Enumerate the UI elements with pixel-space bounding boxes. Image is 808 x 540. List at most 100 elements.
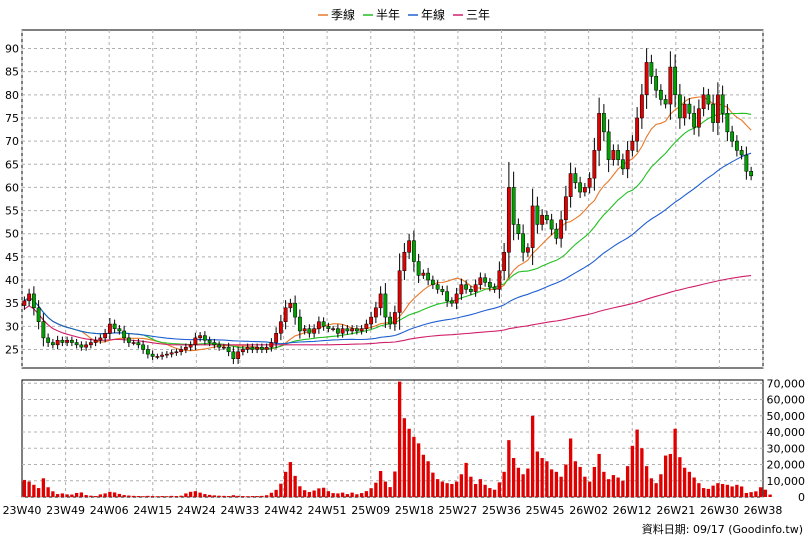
- volume-bar-89: [445, 483, 449, 497]
- volume-bar-74: [374, 482, 378, 497]
- x-tick-label-4: 24W24: [177, 504, 216, 517]
- volume-bar-48: [250, 496, 255, 497]
- volume-bar-7: [55, 494, 60, 497]
- volume-bar-15: [93, 496, 98, 497]
- volume-bar-102: [507, 440, 511, 497]
- x-tick-label-7: 24W51: [308, 504, 347, 517]
- candle-body-135: [663, 99, 668, 105]
- volume-bar-86: [431, 472, 435, 497]
- candle-body-43: [226, 346, 231, 353]
- price-tick-label-6: 55: [5, 205, 19, 218]
- volume-bar-93: [464, 462, 468, 497]
- legend-items: 季線 半年 年線 三年: [318, 7, 490, 22]
- price-tick-label-10: 75: [5, 112, 19, 125]
- volume-bar-61: [312, 490, 316, 497]
- volume-bar-71: [359, 493, 364, 497]
- volume-bar-110: [545, 461, 549, 497]
- volume-bar-41: [217, 495, 221, 497]
- volume-bar-37: [198, 492, 202, 497]
- volume-bar-44: [231, 495, 236, 497]
- volume-bar-19: [112, 492, 117, 497]
- ma-line-0: [24, 96, 752, 352]
- candle-body-90: [449, 300, 454, 304]
- candle-body-125: [616, 150, 621, 160]
- price-grid: [21, 29, 764, 369]
- candle-body-120: [592, 150, 597, 179]
- volume-bar-140: [687, 471, 692, 497]
- volume-bar-109: [540, 458, 544, 497]
- candle-body-30: [164, 353, 169, 356]
- volume-bar-25: [141, 496, 145, 497]
- candle-body-149: [730, 131, 735, 142]
- candle-body-13: [84, 344, 89, 348]
- volume-tick-label-6: 60,000: [767, 394, 806, 407]
- volume-bar-130: [640, 448, 644, 497]
- candle-body-15: [93, 339, 98, 343]
- candle-body-106: [525, 247, 530, 253]
- volume-bar-148: [725, 484, 730, 497]
- volume-bar-123: [606, 479, 611, 497]
- volume-bar-118: [583, 476, 587, 497]
- candle-body-51: [264, 346, 269, 350]
- volume-bar-154: [754, 491, 758, 497]
- candle-body-124: [611, 150, 616, 160]
- volume-bar-122: [602, 471, 606, 497]
- candle-body-75: [378, 293, 383, 309]
- volume-bar-52: [269, 492, 274, 497]
- volume-bar-133: [654, 483, 658, 497]
- x-axis: 23W40 23W49 24W06 24W15 24W24 24W33 24W42 24W51…: [3, 504, 783, 517]
- candle-body-44: [231, 351, 236, 359]
- candle-body-110: [544, 214, 549, 221]
- candle-body-62: [316, 321, 321, 329]
- volume-tick-label-2: 20,000: [767, 459, 806, 472]
- x-tick-label-2: 24W06: [90, 504, 129, 517]
- volume-bar-68: [345, 494, 350, 497]
- candle-body-78: [392, 312, 397, 325]
- x-tick-label-16: 26W30: [700, 504, 739, 517]
- x-tick-label-3: 24W15: [133, 504, 172, 517]
- candle-body-95: [473, 284, 478, 292]
- candle-body-42: [221, 346, 226, 349]
- candle-body-21: [122, 330, 127, 339]
- volume-bar-64: [326, 491, 331, 497]
- volume-bar-55: [283, 471, 288, 497]
- candle-body-123: [606, 131, 611, 160]
- volume-bar-143: [701, 488, 706, 497]
- candle-body-119: [587, 177, 592, 188]
- volume-bar-66: [336, 493, 340, 497]
- candle-body-67: [340, 328, 345, 334]
- candle-body-108: [535, 205, 540, 225]
- candle-body-47: [245, 346, 250, 350]
- volume-bar-53: [274, 489, 278, 497]
- candle-body-53: [274, 333, 279, 343]
- candle-body-112: [554, 228, 559, 239]
- volume-bar-1: [27, 481, 31, 497]
- x-tick-label-11: 25W36: [482, 504, 521, 517]
- candle-body-34: [183, 346, 188, 350]
- volume-bar-65: [331, 493, 335, 497]
- candle-body-37: [198, 335, 203, 339]
- volume-bar-150: [735, 484, 739, 497]
- candle-body-38: [202, 335, 207, 341]
- candle-body-3: [36, 307, 41, 322]
- candle-body-152: [744, 154, 749, 172]
- volume-bar-116: [573, 461, 578, 497]
- volume-bar-111: [549, 469, 554, 497]
- volume-bar-13: [84, 495, 88, 497]
- volume-bar-6: [51, 491, 55, 497]
- volume-bar-24: [136, 496, 141, 497]
- volume-bar-32: [174, 496, 179, 497]
- volume-bar-142: [697, 483, 701, 497]
- volume-bar-27: [150, 496, 155, 497]
- candle-body-142: [696, 108, 701, 128]
- candle-body-130: [639, 94, 644, 119]
- volume-bar-34: [184, 493, 188, 497]
- volume-bar-90: [450, 484, 454, 497]
- volume-tick-label-0: 0: [798, 491, 805, 504]
- candle-body-40: [212, 342, 217, 346]
- volume-bar-151: [739, 486, 744, 497]
- price-tick-label-1: 30: [5, 320, 19, 333]
- volume-bar-136: [668, 453, 673, 497]
- volume-axis: 0 10,000 20,000 30,000 40,000 50,000 60,000 70,…: [767, 377, 806, 504]
- legend-label-0: 季線: [331, 7, 355, 22]
